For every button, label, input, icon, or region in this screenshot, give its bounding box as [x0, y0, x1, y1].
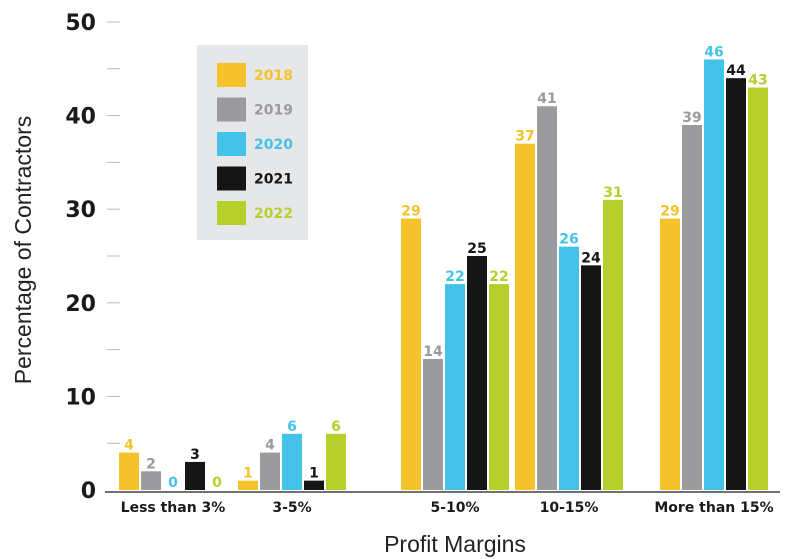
data-label-2021-more-than-15: 44 — [726, 63, 746, 79]
bar-2022-10-15 — [603, 199, 623, 490]
data-label-2020-3-5: 6 — [287, 419, 297, 435]
data-label-2019-5-10: 14 — [423, 344, 443, 360]
bar-2020-more-than-15 — [704, 59, 724, 490]
data-label-2018-3-5: 1 — [243, 466, 253, 482]
bar-2021-5-10 — [467, 256, 487, 490]
data-label-2020-5-10: 22 — [445, 269, 464, 285]
legend-swatch-2021 — [217, 166, 246, 191]
y-tick-label-40: 40 — [65, 105, 96, 130]
data-label-2021-10-15: 24 — [581, 250, 601, 266]
y-axis-title: Percentage of Contractors — [10, 116, 36, 384]
bar-2019-3-5 — [260, 452, 280, 490]
x-tick-label-5-10: 5-10% — [430, 500, 479, 516]
legend-label-2021: 2021 — [254, 172, 293, 188]
data-label-2022-5-10: 22 — [489, 269, 508, 285]
x-axis-title: Profit Margins — [384, 531, 526, 557]
bar-2018-3-5 — [238, 480, 258, 490]
data-label-2022-10-15: 31 — [603, 185, 622, 201]
data-label-2019-less-than-3: 2 — [146, 456, 156, 472]
data-label-2022-more-than-15: 43 — [748, 73, 767, 89]
bar-2022-5-10 — [489, 284, 509, 490]
legend-swatch-2022 — [217, 201, 246, 225]
legend-swatch-2020 — [217, 132, 246, 156]
y-tick-label-10: 10 — [65, 385, 96, 410]
bar-2021-10-15 — [581, 265, 601, 490]
data-label-2018-more-than-15: 29 — [660, 204, 679, 220]
x-tick-label-more-than-15: More than 15% — [654, 500, 773, 516]
bar-2020-5-10 — [445, 284, 465, 490]
legend-swatch-2018 — [217, 63, 246, 87]
bar-2019-5-10 — [423, 358, 443, 490]
data-label-2022-less-than-3: 0 — [212, 475, 222, 491]
legend-swatch-2019 — [217, 97, 246, 122]
data-label-2022-3-5: 6 — [331, 419, 341, 435]
bar-2022-more-than-15 — [748, 87, 768, 491]
y-axis-ticks: 0 10 20 30 40 50 — [65, 11, 120, 504]
legend-label-2019: 2019 — [254, 103, 293, 119]
x-tick-label-3-5: 3-5% — [272, 500, 311, 516]
legend-label-2022: 2022 — [254, 206, 293, 222]
legend-label-2018: 2018 — [254, 68, 293, 84]
bar-2018-5-10 — [401, 218, 421, 490]
bar-2019-more-than-15 — [682, 124, 702, 491]
y-tick-label-0: 0 — [81, 479, 96, 504]
x-tick-label-10-15: 10-15% — [540, 500, 599, 516]
data-label-2020-less-than-3: 0 — [168, 475, 178, 491]
bar-2018-less-than-3 — [119, 452, 139, 490]
bars — [119, 59, 768, 491]
bar-2021-less-than-3 — [185, 461, 205, 490]
bar-2021-more-than-15 — [726, 78, 746, 490]
bar-2021-3-5 — [304, 480, 324, 490]
data-label-2019-more-than-15: 39 — [682, 110, 701, 126]
bar-2022-3-5 — [326, 433, 346, 490]
data-label-2018-less-than-3: 4 — [124, 438, 134, 454]
data-label-2019-3-5: 4 — [265, 438, 275, 454]
legend: 2018 2019 2020 2021 2022 — [197, 45, 308, 240]
x-tick-label-less-than-3: Less than 3% — [121, 500, 226, 516]
bar-2018-10-15 — [515, 143, 535, 490]
y-tick-label-50: 50 — [65, 11, 96, 36]
bar-2018-more-than-15 — [660, 218, 680, 490]
data-label-2020-10-15: 26 — [559, 232, 578, 248]
data-label-2018-5-10: 29 — [401, 204, 420, 220]
bar-2019-less-than-3 — [141, 471, 161, 490]
data-label-2021-less-than-3: 3 — [190, 447, 200, 463]
legend-label-2020: 2020 — [254, 137, 293, 153]
y-tick-label-30: 30 — [65, 198, 96, 223]
data-label-2020-more-than-15: 46 — [704, 44, 723, 60]
data-label-2021-5-10: 25 — [467, 241, 486, 257]
data-label-2018-10-15: 37 — [515, 129, 534, 145]
legend-box — [197, 45, 308, 240]
y-tick-label-20: 20 — [65, 292, 96, 317]
bar-2020-10-15 — [559, 246, 579, 490]
bar-2020-3-5 — [282, 433, 302, 490]
x-axis-ticks: Less than 3% 3-5% 5-10% 10-15% More than 15% — [121, 500, 774, 516]
data-label-2021-3-5: 1 — [309, 466, 319, 482]
bar-2019-10-15 — [537, 106, 557, 491]
data-label-2019-10-15: 41 — [537, 91, 556, 107]
